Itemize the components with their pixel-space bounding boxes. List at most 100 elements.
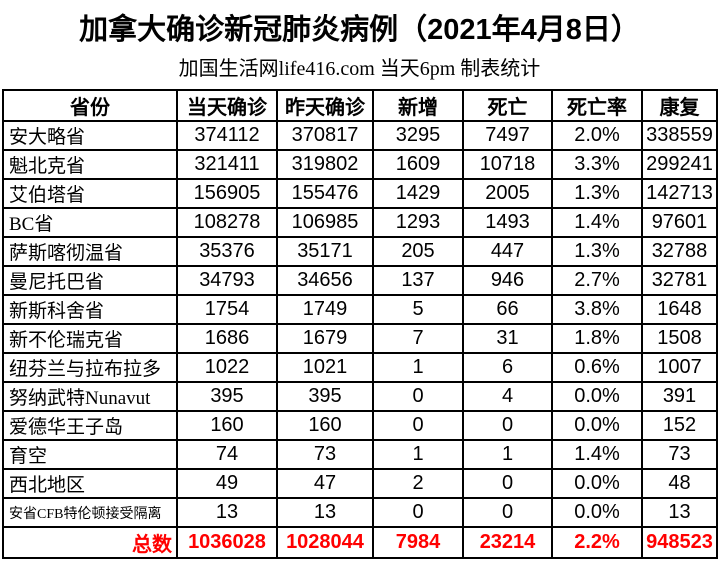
cell-province: 西北地区 [2, 468, 178, 499]
cell-recovered: 338559 [641, 120, 718, 151]
column-header-death-rate: 死亡率 [551, 89, 643, 122]
cell-yesterday-confirmed: 47 [276, 468, 374, 499]
cell-today-confirmed: 49 [176, 468, 278, 499]
cell-deaths: 10718 [462, 149, 553, 180]
cell-death-rate: 0.0% [551, 410, 643, 441]
cell-death-rate: 0.0% [551, 381, 643, 412]
cell-yesterday-confirmed: 35171 [276, 236, 374, 267]
cell-death-rate: 2.0% [551, 120, 643, 151]
cell-deaths: 447 [462, 236, 553, 267]
cell-death-rate: 3.8% [551, 294, 643, 325]
cell-yesterday-confirmed: 155476 [276, 178, 374, 209]
cell-deaths: 1493 [462, 207, 553, 238]
table-row: 爱德华王子岛 160 160 0 0 0.0% 152 [2, 410, 718, 441]
cell-yesterday-confirmed: 395 [276, 381, 374, 412]
column-header-recovered: 康复 [641, 89, 718, 122]
cell-yesterday-confirmed: 13 [276, 497, 374, 528]
cell-total-label: 总数 [2, 526, 178, 559]
cell-yesterday-confirmed: 160 [276, 410, 374, 441]
cell-today-confirmed: 1754 [176, 294, 278, 325]
cell-today-confirmed: 321411 [176, 149, 278, 180]
cell-recovered: 97601 [641, 207, 718, 238]
cell-total-yesterday-confirmed: 1028044 [276, 526, 374, 559]
cell-province: 努纳武特Nunavut [2, 381, 178, 412]
cell-province: 曼尼托巴省 [2, 265, 178, 296]
cell-new-cases: 3295 [372, 120, 464, 151]
cell-new-cases: 5 [372, 294, 464, 325]
covid-stats-table: 省份 当天确诊 昨天确诊 新增 死亡 死亡率 康复 安大略省 374112 37… [2, 89, 718, 559]
table-row: 魁北克省 321411 319802 1609 10718 3.3% 29924… [2, 149, 718, 180]
cell-province: 安大略省 [2, 120, 178, 151]
table-row: 西北地区 49 47 2 0 0.0% 48 [2, 468, 718, 499]
cell-today-confirmed: 74 [176, 439, 278, 470]
cell-new-cases: 205 [372, 236, 464, 267]
cell-deaths: 1 [462, 439, 553, 470]
table-row: BC省 108278 106985 1293 1493 1.4% 97601 [2, 207, 718, 238]
cell-deaths: 946 [462, 265, 553, 296]
table-row: 新斯科舍省 1754 1749 5 66 3.8% 1648 [2, 294, 718, 325]
cell-province: 安省CFB特伦顿接受隔离 [2, 497, 178, 528]
cell-deaths: 0 [462, 497, 553, 528]
cell-today-confirmed: 108278 [176, 207, 278, 238]
cell-deaths: 0 [462, 410, 553, 441]
cell-new-cases: 1429 [372, 178, 464, 209]
cell-deaths: 31 [462, 323, 553, 354]
column-header-deaths: 死亡 [462, 89, 553, 122]
cell-province: 魁北克省 [2, 149, 178, 180]
cell-death-rate: 1.3% [551, 236, 643, 267]
cell-death-rate: 0.6% [551, 352, 643, 383]
cell-yesterday-confirmed: 1021 [276, 352, 374, 383]
cell-deaths: 7497 [462, 120, 553, 151]
cell-today-confirmed: 1022 [176, 352, 278, 383]
cell-total-death-rate: 2.2% [551, 526, 643, 559]
cell-total-deaths: 23214 [462, 526, 553, 559]
cell-province: 新不伦瑞克省 [2, 323, 178, 354]
cell-province: 萨斯喀彻温省 [2, 236, 178, 267]
cell-total-today-confirmed: 1036028 [176, 526, 278, 559]
cell-deaths: 66 [462, 294, 553, 325]
cell-recovered: 13 [641, 497, 718, 528]
cell-recovered: 73 [641, 439, 718, 470]
cell-recovered: 1007 [641, 352, 718, 383]
column-header-yesterday-confirmed: 昨天确诊 [276, 89, 374, 122]
cell-yesterday-confirmed: 319802 [276, 149, 374, 180]
cell-province: 艾伯塔省 [2, 178, 178, 209]
cell-deaths: 6 [462, 352, 553, 383]
cell-recovered: 299241 [641, 149, 718, 180]
cell-deaths: 0 [462, 468, 553, 499]
cell-new-cases: 2 [372, 468, 464, 499]
cell-death-rate: 0.0% [551, 497, 643, 528]
cell-recovered: 48 [641, 468, 718, 499]
cell-yesterday-confirmed: 370817 [276, 120, 374, 151]
cell-province: 育空 [2, 439, 178, 470]
cell-new-cases: 1 [372, 352, 464, 383]
table-row: 安大略省 374112 370817 3295 7497 2.0% 338559 [2, 120, 718, 151]
cell-death-rate: 1.4% [551, 207, 643, 238]
cell-recovered: 1648 [641, 294, 718, 325]
cell-yesterday-confirmed: 1749 [276, 294, 374, 325]
cell-deaths: 2005 [462, 178, 553, 209]
table-row: 萨斯喀彻温省 35376 35171 205 447 1.3% 32788 [2, 236, 718, 267]
column-header-new-cases: 新增 [372, 89, 464, 122]
cell-recovered: 32788 [641, 236, 718, 267]
cell-today-confirmed: 160 [176, 410, 278, 441]
table-row: 新不伦瑞克省 1686 1679 7 31 1.8% 1508 [2, 323, 718, 354]
cell-death-rate: 1.8% [551, 323, 643, 354]
cell-new-cases: 0 [372, 381, 464, 412]
table-row: 努纳武特Nunavut 395 395 0 4 0.0% 391 [2, 381, 718, 412]
table-row: 纽芬兰与拉布拉多 1022 1021 1 6 0.6% 1007 [2, 352, 718, 383]
header-row: 省份 当天确诊 昨天确诊 新增 死亡 死亡率 康复 [2, 89, 718, 122]
cell-new-cases: 137 [372, 265, 464, 296]
cell-province: 纽芬兰与拉布拉多 [2, 352, 178, 383]
cell-today-confirmed: 34793 [176, 265, 278, 296]
cell-new-cases: 0 [372, 497, 464, 528]
cell-recovered: 32781 [641, 265, 718, 296]
cell-death-rate: 3.3% [551, 149, 643, 180]
cell-recovered: 142713 [641, 178, 718, 209]
cell-yesterday-confirmed: 73 [276, 439, 374, 470]
table-row: 艾伯塔省 156905 155476 1429 2005 1.3% 142713 [2, 178, 718, 209]
table-row: 曼尼托巴省 34793 34656 137 946 2.7% 32781 [2, 265, 718, 296]
column-header-province: 省份 [2, 89, 178, 122]
cell-new-cases: 1293 [372, 207, 464, 238]
cell-province: 新斯科舍省 [2, 294, 178, 325]
